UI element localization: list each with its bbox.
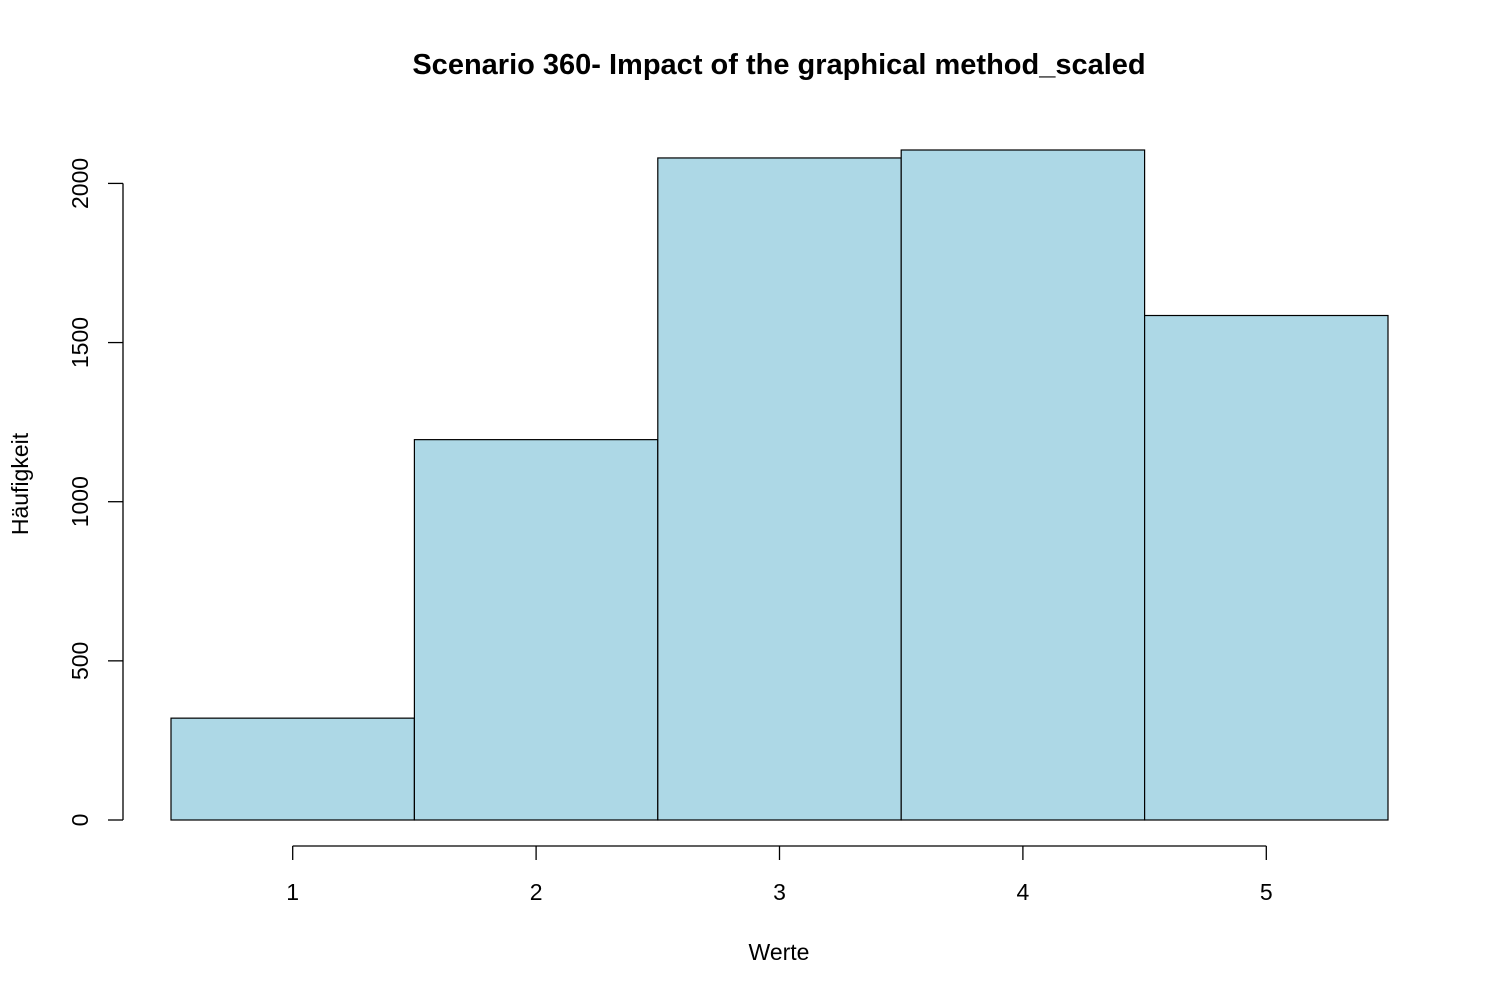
x-tick-label-5: 5 (1260, 879, 1273, 905)
x-axis-label: Werte (749, 939, 810, 965)
x-tick-label-2: 2 (530, 879, 543, 905)
bar-3 (657, 157, 902, 821)
bar-4 (900, 149, 1146, 821)
y-axis-label: Häufigkeit (7, 432, 33, 535)
bars-group (170, 149, 1389, 821)
x-tick-label-4: 4 (1017, 879, 1030, 905)
bar-1 (170, 717, 415, 821)
x-tick-label-3: 3 (773, 879, 786, 905)
y-tick-label-1500: 1500 (67, 317, 93, 368)
y-tick-label-1000: 1000 (67, 476, 93, 527)
y-tick-label-2000: 2000 (67, 158, 93, 209)
y-tick-label-0: 0 (67, 814, 93, 827)
y-tick-label-500: 500 (67, 642, 93, 680)
bar-5 (1143, 314, 1389, 821)
x-axis: 1 2 3 4 5 (286, 845, 1273, 905)
y-axis: 0 500 1000 1500 2000 (67, 158, 124, 827)
bar-2 (413, 439, 659, 821)
x-tick-label-1: 1 (286, 879, 299, 905)
chart-title: Scenario 360- Impact of the graphical me… (412, 49, 1145, 81)
